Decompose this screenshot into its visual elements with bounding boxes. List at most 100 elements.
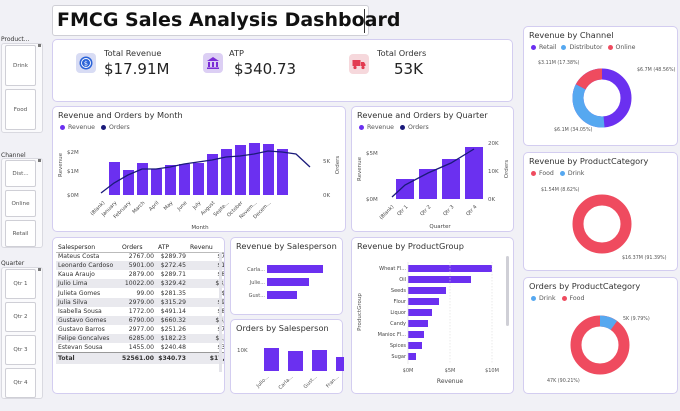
orders-category-donut[interactable]: 5K (9.79%) 47K (90.21%) <box>524 278 679 395</box>
bar[interactable] <box>408 331 424 338</box>
donut-slice-food[interactable] <box>572 194 632 254</box>
slicer-option-qtr3[interactable]: Qtr 3 <box>5 335 36 365</box>
table-cell: $281.35 <box>160 289 186 297</box>
slicer-option-qtr4[interactable]: Qtr 4 <box>5 368 36 398</box>
legend-dot-drink <box>559 171 565 176</box>
slicer-option-qtr1[interactable]: Qtr 1 <box>5 269 36 299</box>
orders-line[interactable] <box>391 148 475 198</box>
bar[interactable] <box>408 276 471 283</box>
slicer-option-drink[interactable]: Drink <box>5 45 36 86</box>
bar[interactable] <box>267 278 309 286</box>
table-cell: 99.00 <box>136 289 154 297</box>
rev-salesperson-chart[interactable]: Carla... Julie... Gust... <box>231 238 344 316</box>
bar[interactable] <box>396 179 414 199</box>
rev-channel-donut[interactable]: $3.11M (17.38%) $6.7M (48.56%) $6.1M (34… <box>524 27 679 147</box>
x-axis-label: Quarter <box>429 224 451 230</box>
table-scrollbar[interactable] <box>219 252 222 372</box>
bar[interactable] <box>408 320 428 327</box>
month-combo-chart[interactable]: Revenue Orders $2M $1M $0M 5K 0K (Blank)… <box>53 107 347 233</box>
donut-slice-drink[interactable] <box>570 315 630 375</box>
donut-slice-online[interactable] <box>572 68 632 128</box>
bar[interactable] <box>408 309 432 316</box>
table-row[interactable]: Julieta Gomes 99.00 $281.35 $2 <box>56 288 224 297</box>
chart-title: Revenue by Salesperson <box>236 241 337 251</box>
bar[interactable] <box>408 342 422 349</box>
orders-salesperson-chart[interactable]: 10K Julio... Carla... Gust... Fran... <box>231 320 344 395</box>
slicer-handle[interactable] <box>38 44 41 47</box>
month-axis-labels: (Blank) January February March April May… <box>90 200 273 221</box>
chart-legend: Retail Distributor Online <box>531 44 635 51</box>
bar[interactable] <box>165 165 176 195</box>
slicer-option-online[interactable]: Online <box>5 190 36 217</box>
bar[interactable] <box>419 169 437 199</box>
slicer-option-retail[interactable]: Retail <box>5 220 36 247</box>
slicer-handle[interactable] <box>38 159 41 162</box>
chart-title: Revenue and Orders by Quarter <box>357 110 488 120</box>
bar[interactable] <box>408 353 416 360</box>
rev-productgroup-chart[interactable]: ProductGroup Wheat Fl... Oil Seeds Flour… <box>352 238 515 395</box>
bar[interactable] <box>267 291 297 299</box>
bar[interactable] <box>207 154 218 195</box>
bar-label: Carla... <box>247 267 265 273</box>
kpi-label-total-orders: Total Orders <box>377 48 427 58</box>
bar[interactable] <box>465 147 483 199</box>
bar[interactable] <box>235 145 246 195</box>
table-cell: Gustavo Barros <box>58 325 105 333</box>
slicer-option-food[interactable]: Food <box>5 89 36 130</box>
chart-scrollbar[interactable] <box>506 256 509 326</box>
bar[interactable] <box>151 169 162 195</box>
bar[interactable] <box>267 265 323 273</box>
col-header[interactable]: Revenu <box>188 243 224 253</box>
bar[interactable] <box>408 287 446 294</box>
bar[interactable] <box>312 350 327 371</box>
bar[interactable] <box>263 144 274 195</box>
category-label: Spices <box>390 343 407 349</box>
bar[interactable] <box>408 298 439 305</box>
donut-slice-food[interactable] <box>570 315 630 375</box>
chart-title: Orders by Salesperson <box>236 323 329 333</box>
quarter-combo-chart[interactable]: Revenue Orders $5M $0M 20K 10K 0K (Blank… <box>352 107 515 233</box>
chart-legend: Drink Food <box>531 295 584 302</box>
bar[interactable] <box>123 170 134 195</box>
bar[interactable] <box>179 164 190 195</box>
category-label: Candy <box>390 321 406 327</box>
orders-category-card: Orders by ProductCategory Drink Food 5K … <box>523 277 678 394</box>
bank-icon <box>203 53 223 73</box>
col-header[interactable]: Orders <box>120 243 156 253</box>
x-tick: Qtr 1 <box>396 204 409 217</box>
slicer-title: Channel <box>1 152 26 159</box>
table-cell: Leonardo Cardoso <box>56 261 120 271</box>
bar[interactable] <box>442 159 460 199</box>
bar[interactable] <box>221 149 232 195</box>
slicer-option-qtr2[interactable]: Qtr 2 <box>5 302 36 332</box>
bar[interactable] <box>277 149 288 195</box>
bar[interactable] <box>193 163 204 195</box>
bar[interactable] <box>288 351 303 371</box>
col-header[interactable]: ATP <box>156 243 188 253</box>
y-right-label: Orders <box>504 160 510 179</box>
bar[interactable] <box>336 357 344 371</box>
y-right-tick: 0K <box>323 193 330 199</box>
slicer-handle[interactable] <box>38 268 41 271</box>
donut-slice-distributor[interactable] <box>572 68 632 128</box>
slicer-option-distributor[interactable]: Dist... <box>5 160 36 187</box>
rev-category-donut[interactable]: $1.54M (8.62%) $16.37M (91.39%) <box>524 153 679 272</box>
bar[interactable] <box>249 143 260 195</box>
col-header[interactable]: Salesperson <box>56 243 120 253</box>
bar[interactable] <box>109 162 120 195</box>
legend-label: Orders <box>108 124 130 131</box>
bar[interactable] <box>137 163 148 195</box>
bar[interactable] <box>264 348 279 371</box>
salesperson-table: Salesperson Orders ATP Revenu Mateus Cos… <box>56 243 224 365</box>
orders-line[interactable] <box>100 150 311 194</box>
